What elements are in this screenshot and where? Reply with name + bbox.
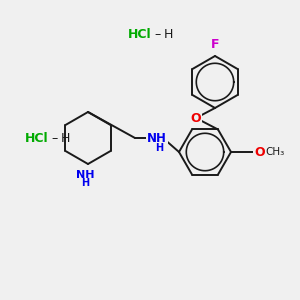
Text: HCl: HCl — [25, 131, 49, 145]
Text: –: – — [151, 28, 165, 41]
Text: H: H — [81, 178, 89, 188]
Text: O: O — [254, 146, 265, 158]
Text: F: F — [211, 38, 219, 52]
Text: NH: NH — [147, 131, 167, 145]
Text: H: H — [61, 131, 70, 145]
Text: –: – — [48, 131, 62, 145]
Text: CH₃: CH₃ — [265, 147, 284, 157]
Text: H: H — [155, 143, 163, 153]
Text: O: O — [191, 112, 201, 124]
Text: H: H — [164, 28, 173, 41]
Text: NH: NH — [76, 170, 94, 180]
Text: HCl: HCl — [128, 28, 152, 41]
